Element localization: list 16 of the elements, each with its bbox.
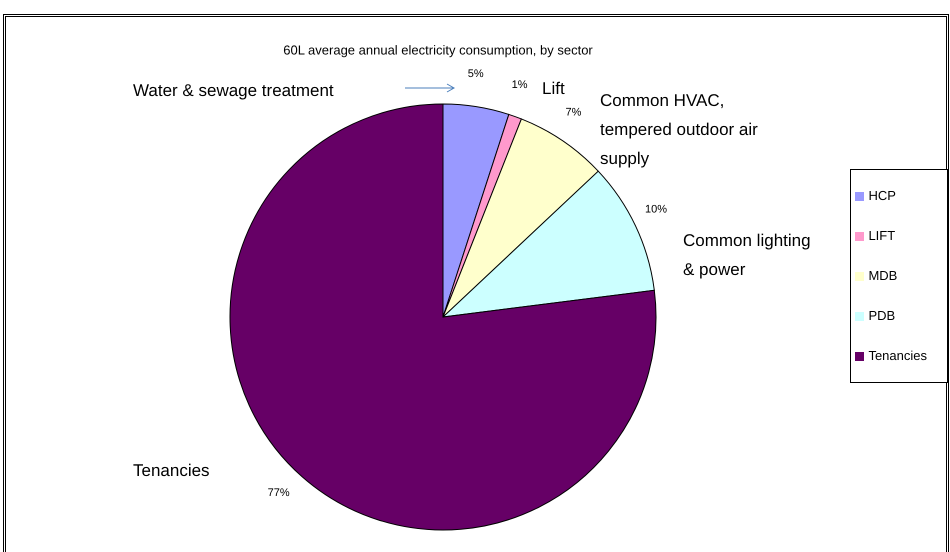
text: Common HVAC, tempered outdoor air supply (600, 90, 759, 170)
chart-title: 60L average annual electricity consumption, by sector (283, 42, 594, 58)
text: Common lighting & power (683, 230, 812, 281)
text: Water & sewage treatment (133, 80, 335, 102)
data-label: 1% (512, 79, 528, 92)
data-label: 7% (566, 106, 582, 119)
data-label: 10% (645, 203, 668, 216)
legend-label: LIFT (868, 228, 896, 243)
data-label: 5% (468, 68, 484, 80)
text: Tenancies (133, 460, 211, 482)
data-label: 77% (268, 486, 290, 499)
legend-label: HCP (868, 188, 896, 203)
text: Lift (542, 79, 565, 98)
legend-label: MDB (868, 268, 898, 283)
legend-label: Tenancies (868, 348, 927, 363)
legend-label: PDB (868, 308, 896, 323)
